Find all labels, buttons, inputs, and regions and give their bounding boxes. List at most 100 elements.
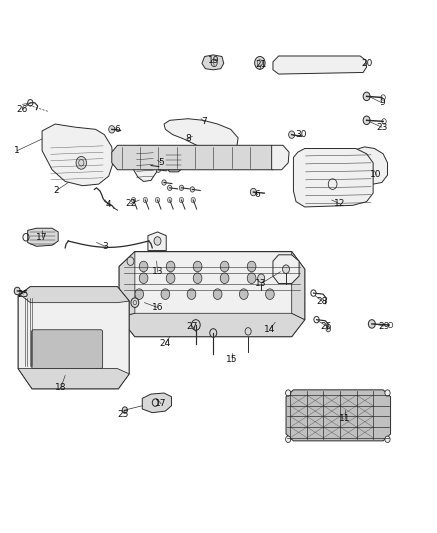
Circle shape — [166, 273, 175, 284]
Text: 11: 11 — [339, 414, 350, 423]
Circle shape — [179, 185, 184, 190]
Text: 21: 21 — [256, 60, 267, 69]
Circle shape — [191, 320, 200, 330]
Text: 25: 25 — [118, 410, 129, 419]
Circle shape — [132, 197, 136, 203]
Polygon shape — [293, 149, 373, 207]
Circle shape — [363, 116, 370, 125]
Text: 17: 17 — [36, 233, 48, 242]
Polygon shape — [18, 287, 129, 303]
Text: 26: 26 — [321, 321, 332, 330]
Polygon shape — [119, 252, 305, 337]
Polygon shape — [119, 252, 135, 317]
Text: 29: 29 — [378, 321, 390, 330]
Circle shape — [131, 298, 139, 308]
Polygon shape — [163, 151, 184, 172]
Circle shape — [288, 131, 295, 139]
Circle shape — [162, 180, 166, 185]
Text: 6: 6 — [255, 190, 260, 199]
Circle shape — [363, 92, 370, 101]
Text: 16: 16 — [152, 303, 163, 312]
Text: 6: 6 — [114, 125, 120, 134]
Text: 23: 23 — [376, 123, 388, 132]
Polygon shape — [164, 119, 238, 154]
Text: 13: 13 — [256, 279, 267, 288]
Text: 12: 12 — [334, 199, 345, 208]
Circle shape — [127, 257, 134, 265]
Text: 4: 4 — [106, 200, 111, 209]
Text: 17: 17 — [155, 399, 167, 408]
Circle shape — [122, 407, 128, 413]
Polygon shape — [148, 232, 166, 251]
Text: 18: 18 — [55, 383, 66, 392]
Circle shape — [109, 126, 115, 133]
Circle shape — [161, 289, 170, 300]
Circle shape — [220, 273, 229, 284]
Polygon shape — [18, 368, 129, 389]
Polygon shape — [353, 147, 388, 184]
Text: 24: 24 — [160, 339, 171, 348]
Circle shape — [385, 390, 390, 396]
Circle shape — [247, 261, 256, 272]
Circle shape — [139, 273, 148, 284]
Circle shape — [286, 436, 291, 442]
Text: 20: 20 — [361, 59, 372, 68]
Polygon shape — [28, 228, 58, 246]
Text: 28: 28 — [316, 296, 328, 305]
Text: 13: 13 — [152, 268, 163, 276]
Circle shape — [239, 289, 248, 300]
Circle shape — [245, 328, 251, 335]
Polygon shape — [273, 56, 367, 74]
Circle shape — [258, 274, 265, 282]
Circle shape — [167, 197, 172, 203]
Circle shape — [193, 261, 202, 272]
Text: 8: 8 — [185, 134, 191, 143]
Text: 10: 10 — [371, 170, 382, 179]
Text: 7: 7 — [202, 117, 208, 126]
Circle shape — [154, 237, 161, 245]
Text: 19: 19 — [208, 56, 219, 64]
Polygon shape — [291, 252, 305, 320]
Text: 26: 26 — [17, 105, 28, 114]
Circle shape — [210, 329, 217, 337]
Circle shape — [143, 197, 148, 203]
Text: 3: 3 — [102, 242, 108, 251]
Text: 22: 22 — [125, 199, 136, 208]
Text: 30: 30 — [295, 130, 307, 139]
Circle shape — [250, 188, 257, 196]
Circle shape — [191, 197, 195, 203]
Circle shape — [283, 265, 289, 273]
Circle shape — [149, 163, 153, 168]
Polygon shape — [112, 146, 277, 169]
Circle shape — [76, 157, 87, 169]
Circle shape — [247, 273, 256, 284]
Circle shape — [139, 261, 148, 272]
Circle shape — [255, 56, 265, 69]
Text: 2: 2 — [54, 186, 59, 195]
Circle shape — [187, 289, 196, 300]
Polygon shape — [134, 146, 156, 181]
FancyBboxPatch shape — [31, 330, 103, 368]
Circle shape — [266, 289, 274, 300]
Circle shape — [14, 287, 20, 295]
Circle shape — [213, 289, 222, 300]
Polygon shape — [286, 390, 391, 441]
Polygon shape — [273, 255, 299, 284]
Polygon shape — [142, 393, 171, 413]
Circle shape — [179, 197, 184, 203]
Circle shape — [155, 197, 160, 203]
Circle shape — [156, 167, 160, 172]
Text: 9: 9 — [379, 98, 385, 107]
Circle shape — [368, 320, 375, 328]
Circle shape — [193, 273, 202, 284]
Text: 1: 1 — [14, 146, 20, 155]
Text: 27: 27 — [187, 321, 198, 330]
Polygon shape — [18, 287, 129, 389]
Polygon shape — [42, 124, 113, 185]
Circle shape — [326, 327, 330, 332]
Circle shape — [190, 187, 194, 192]
Text: 25: 25 — [17, 289, 29, 298]
Text: 15: 15 — [226, 355, 237, 364]
Text: 5: 5 — [158, 158, 164, 167]
Circle shape — [220, 261, 229, 272]
